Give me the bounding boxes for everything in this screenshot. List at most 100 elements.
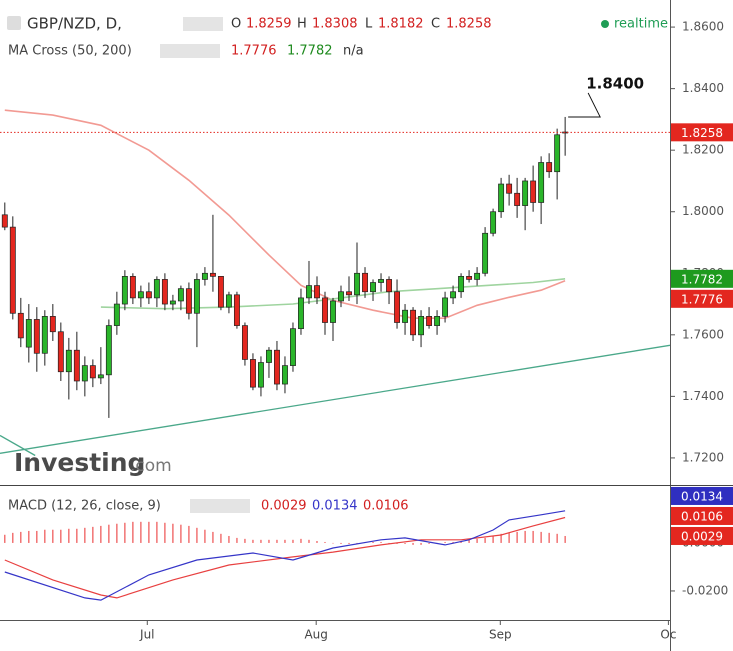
histogram-bar (52, 529, 54, 543)
candle-body (322, 297, 328, 323)
candle-body (201, 272, 208, 280)
candle-body (9, 226, 16, 314)
trendline (0, 434, 36, 457)
price-box-label: 1.7782 (681, 272, 723, 286)
candle-body (81, 365, 88, 382)
histogram-bar (348, 542, 350, 544)
price-box (671, 526, 733, 545)
histogram-bar (132, 521, 134, 543)
histogram-bar (388, 542, 390, 544)
histogram-bar (220, 533, 222, 543)
histogram-bar (156, 521, 158, 543)
candle-body (193, 279, 200, 314)
candle-body (466, 276, 473, 280)
histogram-bar (116, 523, 118, 543)
histogram-bar (44, 529, 46, 543)
candle-body (562, 131, 569, 134)
candle-body (378, 279, 384, 283)
y-tick-label: -0.0200 (682, 583, 728, 597)
candle-body (506, 183, 513, 194)
indicator-icons[interactable] (160, 44, 220, 58)
candle-body (17, 312, 24, 339)
candle-body (129, 276, 136, 299)
price-box-label: 1.7776 (681, 292, 723, 306)
histogram-bar (468, 539, 470, 543)
histogram-bar (204, 529, 206, 543)
histogram-bar (404, 542, 406, 544)
candle-body (346, 291, 352, 296)
histogram-bar (260, 539, 262, 543)
price-box (671, 123, 733, 142)
candle-body (370, 282, 376, 293)
axes: 1.72001.74001.76001.78001.80001.82001.84… (139, 20, 733, 642)
candle-body (402, 309, 408, 323)
x-tick-label: Jul (139, 628, 154, 642)
histogram-bar (84, 527, 86, 543)
candle-body (314, 285, 320, 299)
macd-icons[interactable] (190, 499, 250, 513)
histogram-bar (4, 534, 6, 543)
candle-body (57, 331, 64, 373)
header-icons[interactable] (183, 17, 223, 31)
candle-body (458, 276, 465, 293)
price-box-label: 1.8258 (681, 126, 723, 140)
candle-body (482, 232, 489, 274)
histogram-bar (564, 535, 566, 543)
histogram-bar (444, 541, 446, 543)
candle-body (530, 180, 537, 203)
histogram-bar (164, 522, 166, 543)
histogram-bar (308, 539, 310, 543)
na-value: n/a (343, 44, 364, 59)
histogram-bar (76, 528, 78, 543)
candle-body (266, 349, 272, 363)
candle-body (498, 183, 505, 213)
ohlc-value: 1.8308 (312, 17, 358, 32)
annotation: 1.8400 (586, 74, 644, 92)
ohlc-value: 1.8258 (446, 17, 492, 32)
histogram-bar (100, 525, 102, 543)
annotation-leader (568, 92, 601, 118)
candle-body (145, 291, 152, 299)
histogram-bar (180, 524, 182, 543)
y-tick-label: 1.7400 (682, 389, 724, 403)
candle-body (250, 359, 256, 388)
candle-body (442, 297, 449, 317)
price-pane: 1.8400 (0, 74, 670, 457)
histogram-bar (548, 532, 550, 543)
price-box-label: 0.0029 (681, 529, 723, 543)
candle-body (538, 162, 545, 203)
macd-value: 0.0134 (312, 499, 358, 514)
x-tick-label: Sep (489, 628, 512, 642)
candle-body (434, 316, 441, 326)
histogram-bar (300, 538, 302, 543)
price-box (671, 506, 733, 525)
histogram-bar (532, 530, 534, 543)
candle-body (153, 279, 160, 299)
histogram-bar (428, 542, 430, 544)
histogram-bar (196, 527, 198, 543)
candle-body (354, 272, 360, 296)
candle-body (33, 319, 40, 354)
price-box (671, 289, 733, 308)
price-box-label: 0.0134 (681, 489, 723, 503)
histogram-bar (108, 524, 110, 543)
candle-body (113, 303, 120, 326)
macd-title: MACD (12, 26, close, 9) (8, 499, 161, 514)
candle-body (338, 291, 344, 302)
symbol-title: GBP/NZD, D, (27, 15, 122, 33)
histogram-bar (484, 537, 486, 543)
histogram-bar (452, 541, 454, 543)
histogram-bar (316, 541, 318, 543)
histogram-bar (556, 533, 558, 543)
histogram-bar (68, 528, 70, 543)
candle-body (386, 279, 392, 293)
candle-body (418, 316, 425, 336)
histogram-bar (172, 523, 174, 543)
macd-signal-value: 0.0106 (363, 499, 409, 514)
histogram-bar (380, 541, 382, 543)
histogram-bar (244, 538, 246, 543)
x-tick-label: Aug (304, 628, 327, 642)
candle-body (554, 134, 561, 173)
histogram-bar (268, 539, 270, 543)
ohlc-value: 1.8259 (246, 17, 292, 32)
